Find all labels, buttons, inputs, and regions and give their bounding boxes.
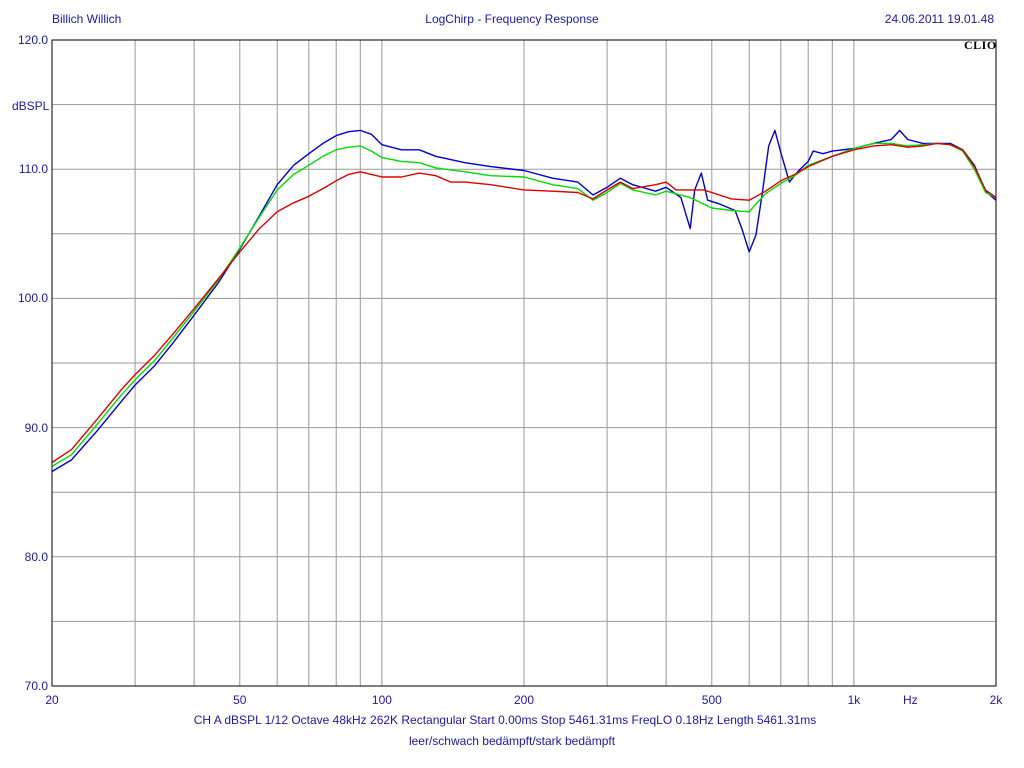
y-tick-label: 120.0 [17, 33, 48, 47]
header-timestamp: 24.06.2011 19.01.48 [884, 12, 994, 26]
series-line-3 [51, 142, 997, 464]
x-tick-label: 200 [513, 693, 535, 707]
chart-header-title: LogChirp - Frequency Response [425, 12, 599, 26]
x-axis-unit: Hz [903, 693, 918, 707]
legend-description: leer/schwach bedämpft/stark bedämpft [408, 734, 616, 748]
y-tick-label: 100.0 [17, 291, 48, 306]
y-tick-label: 80.0 [24, 549, 48, 564]
y-tick-label: 110.0 [18, 162, 48, 177]
x-tick-label: 2k [989, 693, 1003, 707]
x-tick-label: 50 [233, 693, 247, 707]
y-tick-label: 70.0 [24, 679, 48, 693]
grid-lines [52, 40, 996, 686]
x-tick-label: 20 [45, 693, 59, 707]
response-curves [51, 129, 997, 473]
header-left-label: Billich Willich [52, 12, 122, 26]
x-tick-label: 500 [701, 693, 722, 707]
series-line-2 [51, 142, 997, 468]
x-tick-label: 1k [847, 693, 861, 707]
y-tick-label: 90.0 [24, 420, 48, 435]
x-tick-label: 100 [371, 693, 392, 707]
plot-frame [51, 39, 997, 687]
measurement-settings: CH A dBSPL 1/12 Octave 48kHz 262K Rectan… [193, 713, 817, 727]
clio-logo: CLIO [964, 38, 997, 52]
y-axis-label: dBSPL [12, 99, 50, 113]
